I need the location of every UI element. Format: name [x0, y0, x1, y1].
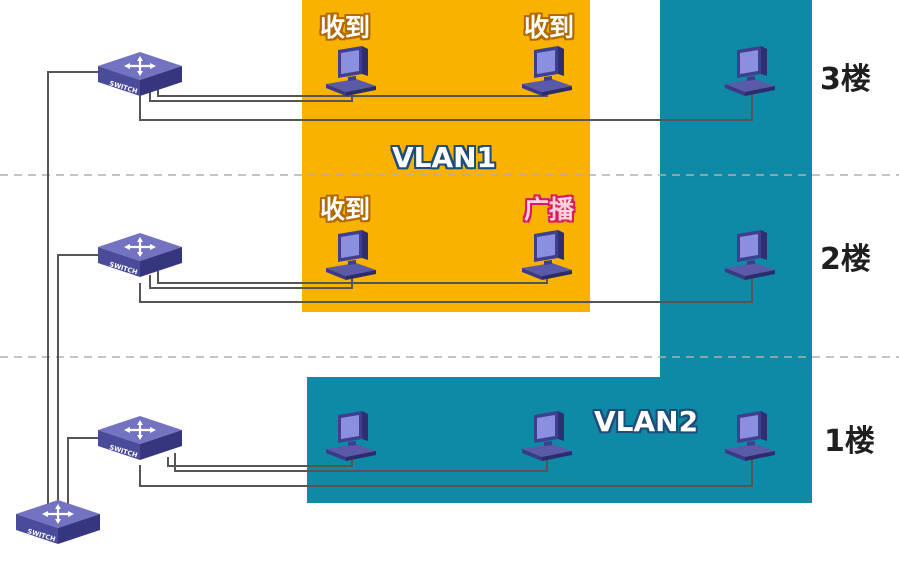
- status-h2a: 收到: [320, 195, 371, 224]
- switch-floor-2: [96, 231, 184, 279]
- status-h3b: 收到: [524, 13, 575, 42]
- vlan2-region: [307, 0, 812, 503]
- status-h2b: 广播: [524, 195, 575, 224]
- switch-floor-3: [96, 50, 184, 98]
- floor-label-1: 1楼: [824, 424, 875, 459]
- switch-floor-1: [96, 414, 184, 462]
- cables-floor-1: [139, 453, 753, 487]
- core-switch: [14, 498, 102, 546]
- vlan2-label: VLAN2: [594, 405, 699, 438]
- uplink-cables: [47, 71, 102, 512]
- status-h3a: 收到: [320, 13, 371, 42]
- floor-label-2: 2楼: [820, 242, 871, 277]
- floor-label-3: 3楼: [820, 62, 871, 97]
- vlan1-label: VLAN1: [392, 141, 497, 174]
